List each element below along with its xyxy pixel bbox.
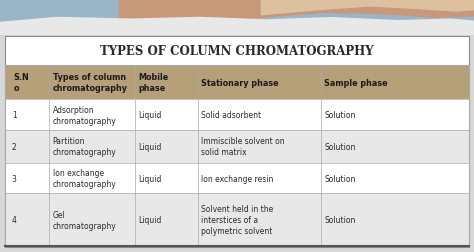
Text: Mobile
phase: Mobile phase [138,73,169,93]
Text: Ion exchange resin: Ion exchange resin [201,174,273,183]
Text: Solution: Solution [324,174,356,183]
Text: Liquid: Liquid [138,111,162,120]
Text: Solution: Solution [324,111,356,120]
Text: TYPES OF COLUMN CHROMATOGRAPHY: TYPES OF COLUMN CHROMATOGRAPHY [100,45,374,57]
FancyBboxPatch shape [5,163,469,194]
Text: Solvent held in the
interstices of a
polymetric solvent: Solvent held in the interstices of a pol… [201,204,273,235]
Polygon shape [118,0,474,37]
Text: Liquid: Liquid [138,142,162,151]
FancyBboxPatch shape [5,37,469,247]
Text: Ion exchange
chromatography: Ion exchange chromatography [53,168,117,188]
FancyBboxPatch shape [5,66,469,100]
FancyBboxPatch shape [0,0,474,37]
Text: Solid adsorbent: Solid adsorbent [201,111,262,120]
FancyBboxPatch shape [5,100,469,131]
Text: Liquid: Liquid [138,174,162,183]
Text: 4: 4 [12,215,17,224]
Text: Gel
chromatography: Gel chromatography [53,210,117,230]
Text: Partition
chromatography: Partition chromatography [53,137,117,157]
Polygon shape [261,0,474,16]
Text: Solution: Solution [324,142,356,151]
Text: Adsorption
chromatography: Adsorption chromatography [53,105,117,125]
Text: Types of column
chromatography: Types of column chromatography [53,73,128,93]
Text: Liquid: Liquid [138,215,162,224]
Text: 1: 1 [12,111,17,120]
Text: Stationary phase: Stationary phase [201,78,279,87]
Text: Immiscible solvent on
solid matrix: Immiscible solvent on solid matrix [201,137,285,157]
Polygon shape [0,18,474,37]
Text: Sample phase: Sample phase [324,78,388,87]
Text: Solution: Solution [324,215,356,224]
Text: S.N
o: S.N o [13,73,29,93]
Text: 2: 2 [12,142,17,151]
FancyBboxPatch shape [5,131,469,163]
FancyBboxPatch shape [5,194,469,246]
Text: 3: 3 [12,174,17,183]
